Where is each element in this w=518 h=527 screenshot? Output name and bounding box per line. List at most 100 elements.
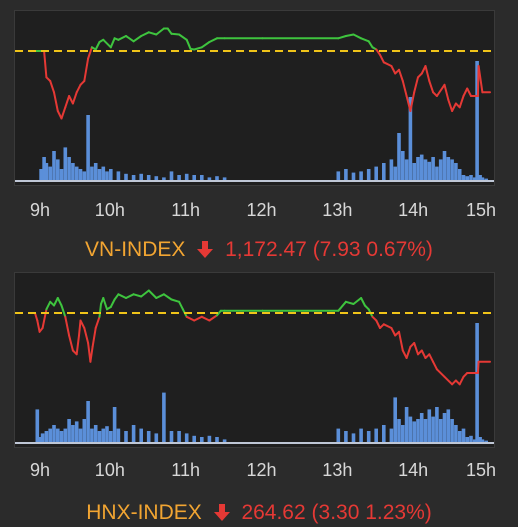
price-line-segment (405, 345, 412, 359)
volume-bar (366, 431, 371, 443)
volume-bar (112, 407, 117, 443)
price-line-segment (337, 35, 347, 40)
volume-bar (438, 419, 443, 443)
volume-bar (412, 163, 416, 181)
price-line-segment (390, 327, 397, 337)
price-line-segment (178, 300, 184, 311)
price-line-segment (466, 87, 472, 97)
volume-bar (215, 437, 219, 443)
price-line-segment (170, 32, 181, 36)
volume-bar (82, 171, 87, 181)
volume-bar (101, 428, 106, 443)
price-line-segment (94, 41, 101, 51)
price-line-segment (53, 297, 59, 307)
volume-bar (435, 407, 439, 443)
price-line-segment (185, 38, 192, 50)
volume-bar (393, 397, 397, 443)
volume-bar (336, 171, 341, 181)
volume-bar (454, 163, 458, 181)
hnx-index-chart (15, 289, 494, 444)
price-line-segment (78, 319, 82, 337)
price-line-segment (140, 289, 150, 298)
volume-bar (56, 428, 60, 443)
volume-bar (139, 428, 143, 443)
price-line-segment (375, 48, 381, 56)
price-line-segment (208, 314, 218, 322)
price-line-segment (375, 319, 381, 329)
volume-bar (177, 431, 181, 443)
x-tick-label: 12h (246, 200, 277, 220)
price-line-segment (352, 297, 363, 305)
price-line-segment (428, 80, 435, 94)
x-tick-label: 13h (322, 200, 353, 220)
volume-bar (454, 425, 458, 443)
price-line-segment (71, 91, 78, 105)
volume-bar (484, 440, 488, 443)
hnx-index-chart-panel (14, 272, 495, 448)
price-line-segment (185, 315, 196, 322)
volume-bar (177, 175, 181, 181)
vn-index-summary[interactable]: VN-INDEX 1,172.47 (7.93 0.67%) (0, 238, 518, 262)
volume-bar (124, 431, 128, 443)
volume-bar (450, 419, 454, 443)
volume-bar (35, 409, 40, 443)
volume-bar (78, 169, 83, 181)
volume-bar (423, 159, 428, 181)
volume-bar (71, 163, 75, 181)
vn-index-change: (7.93 0.67%) (312, 238, 433, 261)
price-line-segment (34, 312, 39, 322)
volume-bar (162, 177, 166, 181)
price-line-segment (132, 293, 143, 298)
price-line-segment (352, 33, 363, 40)
price-line-segment (75, 334, 80, 356)
volume-bar (86, 115, 90, 181)
volume-bar (146, 175, 151, 181)
volume-bar (416, 419, 420, 443)
volume-bar (93, 163, 98, 181)
volume-bar (59, 431, 64, 443)
volume-bar (200, 437, 204, 443)
volume-bar (207, 177, 212, 181)
price-line-segment (443, 83, 450, 101)
x-tick-label: 10h (94, 200, 125, 220)
volume-bar (389, 159, 394, 181)
volume-bar (184, 173, 189, 181)
price-line-segment (344, 300, 355, 305)
volume-bar (124, 173, 128, 181)
volume-bar (336, 428, 341, 443)
volume-bar (109, 169, 113, 181)
volume-bar (63, 428, 68, 443)
volume-bar (351, 172, 356, 181)
price-line-segment (49, 80, 55, 94)
price-line-segment (60, 106, 67, 120)
price-line-segment (83, 57, 90, 82)
volume-bar (222, 439, 227, 443)
volume-bar (207, 435, 212, 443)
price-line-segment (398, 68, 404, 82)
price-line-segment (447, 98, 454, 112)
volume-bar (116, 171, 121, 181)
volume-bar (109, 431, 113, 443)
volume-bar (192, 435, 196, 443)
price-line-segment (379, 53, 385, 64)
hnx-index-summary[interactable]: HNX-INDEX 264.62 (3.30 1.23%) (0, 501, 518, 525)
volume-bar (469, 175, 473, 181)
price-line-segment (109, 298, 116, 308)
price-line-segment (87, 46, 93, 60)
volume-bar (435, 166, 439, 181)
price-line-segment (43, 50, 48, 79)
volume-bar (457, 169, 462, 181)
price-line-segment (102, 297, 108, 311)
price-line-segment (60, 304, 67, 318)
volume-bar (442, 151, 447, 181)
arrow-down-icon (197, 241, 214, 258)
volume-bar (59, 169, 64, 181)
price-line-segment (344, 33, 355, 37)
volume-bar (419, 413, 424, 443)
price-line-segment (451, 102, 457, 112)
volume-bar (480, 439, 485, 443)
x-tick-label: 10h (94, 460, 125, 480)
price-line-segment (424, 65, 431, 82)
volume-bar (469, 435, 473, 443)
volume-bar (465, 437, 469, 443)
